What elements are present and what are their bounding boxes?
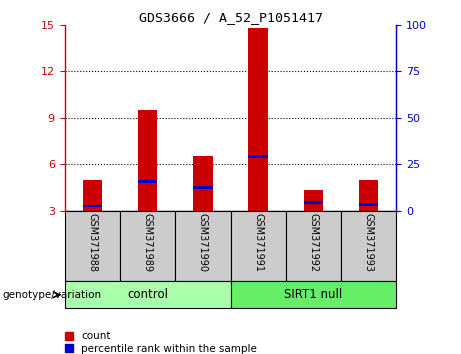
Text: GSM371993: GSM371993 bbox=[364, 213, 374, 272]
Text: SIRT1 null: SIRT1 null bbox=[284, 288, 343, 301]
Bar bbox=[65, 281, 230, 308]
Bar bbox=[359, 180, 378, 211]
Bar bbox=[138, 110, 157, 211]
Bar bbox=[193, 156, 213, 211]
Legend: count, percentile rank within the sample: count, percentile rank within the sample bbox=[65, 331, 257, 354]
Text: GSM371991: GSM371991 bbox=[253, 213, 263, 272]
Bar bbox=[230, 211, 286, 281]
Bar bbox=[120, 211, 175, 281]
Text: control: control bbox=[127, 288, 168, 301]
Bar bbox=[83, 180, 102, 211]
Bar bbox=[304, 201, 323, 204]
Text: GSM371990: GSM371990 bbox=[198, 213, 208, 272]
Bar bbox=[304, 190, 323, 211]
Bar bbox=[193, 186, 213, 189]
Bar bbox=[286, 211, 341, 281]
Title: GDS3666 / A_52_P1051417: GDS3666 / A_52_P1051417 bbox=[138, 11, 323, 24]
Bar bbox=[65, 211, 120, 281]
Bar bbox=[248, 155, 268, 158]
Text: GSM371989: GSM371989 bbox=[142, 213, 153, 272]
Text: GSM371992: GSM371992 bbox=[308, 213, 319, 272]
Bar bbox=[138, 180, 157, 183]
Text: genotype/variation: genotype/variation bbox=[2, 290, 101, 300]
Bar bbox=[359, 203, 378, 206]
Bar bbox=[175, 211, 230, 281]
Bar bbox=[248, 28, 268, 211]
Text: GSM371988: GSM371988 bbox=[87, 213, 97, 272]
Bar bbox=[230, 281, 396, 308]
Bar bbox=[341, 211, 396, 281]
Bar bbox=[83, 205, 102, 207]
